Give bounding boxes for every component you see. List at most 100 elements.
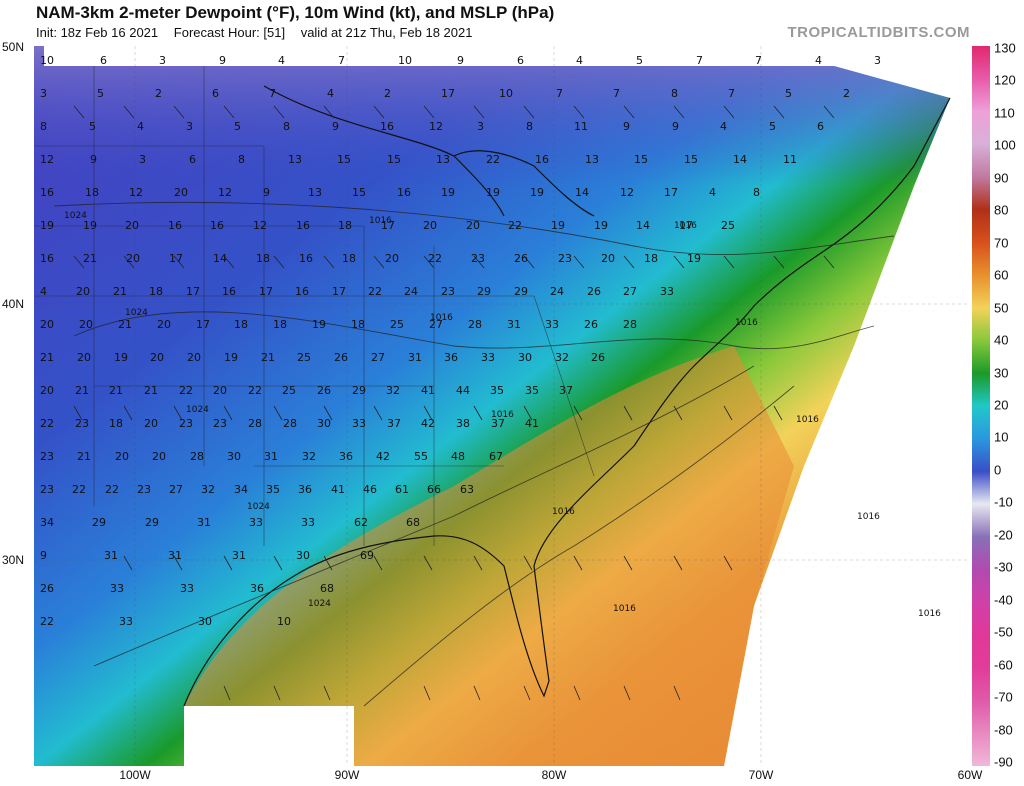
dewpoint-value: 20 xyxy=(126,252,140,265)
dewpoint-value: 13 xyxy=(308,186,322,199)
dewpoint-value: 41 xyxy=(525,417,539,430)
dewpoint-value: 16 xyxy=(397,186,411,199)
dewpoint-value: 23 xyxy=(137,483,151,496)
dewpoint-value: 33 xyxy=(119,615,133,628)
colorbar-tick-label: 40 xyxy=(994,332,1009,348)
dewpoint-value: 30 xyxy=(518,351,532,364)
dewpoint-value: 5 xyxy=(785,87,792,100)
dewpoint-value: 32 xyxy=(555,351,569,364)
dewpoint-value: 4 xyxy=(709,186,716,199)
dewpoint-value: 20 xyxy=(187,351,201,364)
colorbar-tick-label: 120 xyxy=(994,72,1016,88)
dewpoint-value: 26 xyxy=(334,351,348,364)
dewpoint-value: 24 xyxy=(404,285,418,298)
dewpoint-value: 22 xyxy=(368,285,382,298)
dewpoint-value: 14 xyxy=(575,186,589,199)
colorbar-tick-label: -70 xyxy=(994,689,1013,705)
dewpoint-value: 31 xyxy=(507,318,521,331)
dewpoint-value: 33 xyxy=(481,351,495,364)
isobar-label: 1016 xyxy=(491,410,514,420)
dewpoint-value: 21 xyxy=(118,318,132,331)
dewpoint-value: 55 xyxy=(414,450,428,463)
brand-watermark: TROPICALTIDBITS.COM xyxy=(787,24,970,41)
dewpoint-value: 2 xyxy=(384,87,391,100)
init-time: Init: 18z Feb 16 2021 xyxy=(36,25,159,40)
dewpoint-value: 21 xyxy=(109,384,123,397)
dewpoint-labels: 10 6 3 9 4 7 10 9 6 4 5 7 7 4 33 5 2 6 7 4 2 17 10 7 7 8 7 5 28 5 4 3 5 8… xyxy=(40,54,881,628)
dewpoint-value: 2 xyxy=(843,87,850,100)
dewpoint-value: 18 xyxy=(351,318,365,331)
dewpoint-value: 33 xyxy=(110,582,124,595)
dewpoint-value: 34 xyxy=(40,516,54,529)
dewpoint-value: 22 xyxy=(428,252,442,265)
dewpoint-value: 4 xyxy=(40,285,47,298)
dewpoint-value: 17 xyxy=(381,219,395,232)
dewpoint-value: 12 xyxy=(129,186,143,199)
dewpoint-value: 31 xyxy=(168,549,182,562)
dewpoint-value: 32 xyxy=(302,450,316,463)
dewpoint-value: 22 xyxy=(72,483,86,496)
lat-label-30n: 30N xyxy=(2,553,25,567)
dewpoint-value: 8 xyxy=(40,120,47,133)
isobar-label: 1016 xyxy=(430,313,453,323)
dewpoint-value: 20 xyxy=(466,219,480,232)
dewpoint-value: 9 xyxy=(332,120,339,133)
dewpoint-value: 21 xyxy=(261,351,275,364)
dewpoint-value: 17 xyxy=(679,219,693,232)
dewpoint-value: 7 xyxy=(696,54,703,67)
dewpoint-value: 15 xyxy=(634,153,648,166)
dewpoint-value: 10 xyxy=(40,54,54,67)
dewpoint-value: 21 xyxy=(113,285,127,298)
dewpoint-value: 22 xyxy=(40,615,54,628)
dewpoint-value: 62 xyxy=(354,516,368,529)
isobar-labels: 1024 1024 1024 1024 1024 1016 1016 1016 1016 1016… xyxy=(64,211,941,619)
isobar-label: 1016 xyxy=(918,609,941,619)
dewpoint-value: 18 xyxy=(109,417,123,430)
colorbar-tick-label: 30 xyxy=(994,365,1009,381)
dewpoint-value: 10 xyxy=(499,87,513,100)
dewpoint-value: 16 xyxy=(295,285,309,298)
dewpoint-value: 25 xyxy=(297,351,311,364)
dewpoint-value: 31 xyxy=(232,549,246,562)
dewpoint-value: 14 xyxy=(733,153,747,166)
dewpoint-value: 9 xyxy=(263,186,270,199)
dewpoint-value: 29 xyxy=(145,516,159,529)
dewpoint-value: 6 xyxy=(212,87,219,100)
dewpoint-value: 6 xyxy=(817,120,824,133)
dewpoint-value: 16 xyxy=(40,186,54,199)
dewpoint-value: 19 xyxy=(551,219,565,232)
isobar-label: 1016 xyxy=(552,507,575,517)
dewpoint-value: 20 xyxy=(76,285,90,298)
dewpoint-value: 17 xyxy=(664,186,678,199)
dewpoint-value: 68 xyxy=(406,516,420,529)
map-graphic: 10 6 3 9 4 7 10 9 6 4 5 7 7 4 33 5 2 6 7 4 2 17 10 7 7 8 7 5 28 5 4 3 5 8… xyxy=(34,46,970,766)
dewpoint-value: 8 xyxy=(753,186,760,199)
dewpoint-value: 9 xyxy=(90,153,97,166)
dewpoint-value: 17 xyxy=(186,285,200,298)
dewpoint-value: 23 xyxy=(179,417,193,430)
valid-time: valid at 21z Thu, Feb 18 2021 xyxy=(300,25,473,40)
dewpoint-value: 26 xyxy=(587,285,601,298)
colorbar xyxy=(972,46,990,766)
dewpoint-value: 16 xyxy=(168,219,182,232)
dewpoint-value: 26 xyxy=(591,351,605,364)
dewpoint-value: 19 xyxy=(114,351,128,364)
dewpoint-value: 29 xyxy=(92,516,106,529)
dewpoint-value: 23 xyxy=(213,417,227,430)
dewpoint-value: 21 xyxy=(40,351,54,364)
colorbar-tick-label: 100 xyxy=(994,137,1016,153)
dewpoint-value: 19 xyxy=(530,186,544,199)
dewpoint-value: 16 xyxy=(40,252,54,265)
colorbar-tick-label: 20 xyxy=(994,397,1009,413)
isobar-label: 1016 xyxy=(735,318,758,328)
dewpoint-value: 19 xyxy=(441,186,455,199)
dewpoint-value: 12 xyxy=(253,219,267,232)
dewpoint-value: 9 xyxy=(40,549,47,562)
dewpoint-value: 15 xyxy=(387,153,401,166)
dewpoint-value: 23 xyxy=(40,483,54,496)
dewpoint-value: 28 xyxy=(623,318,637,331)
isobar-label: 1024 xyxy=(186,405,209,415)
dewpoint-value: 4 xyxy=(815,54,822,67)
dewpoint-value: 8 xyxy=(671,87,678,100)
dewpoint-value: 35 xyxy=(490,384,504,397)
